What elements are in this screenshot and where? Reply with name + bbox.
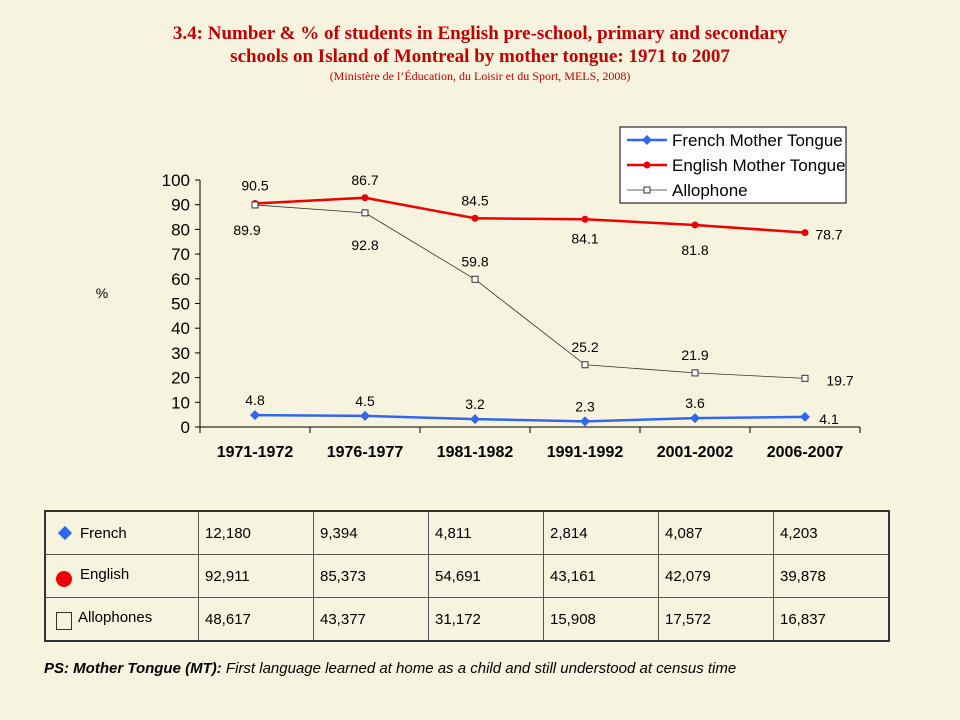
y-axis-label: % [96, 285, 108, 301]
source-citation: (Ministère de l’Éducation, du Loisir et … [329, 69, 631, 83]
data-label: 4.8 [245, 392, 265, 408]
student-count-table: French 12,180 9,394 4,811 2,814 4,087 4,… [44, 510, 890, 642]
line-chart: 0 10 20 30 40 50 60 70 80 90 100 1971-1972 1976-1977… [96, 126, 861, 461]
table-cell: 4,087 [658, 510, 774, 555]
table-cell: 2,814 [543, 510, 659, 555]
y-tick-label: 60 [171, 270, 190, 289]
table-row-allophones: Allophones 48,617 43,377 31,172 15,908 1… [44, 597, 890, 642]
data-point [471, 214, 479, 222]
data-label: 86.7 [351, 172, 378, 188]
data-label: 89.9 [233, 222, 260, 238]
data-label: 84.5 [461, 192, 488, 208]
table-cell: 48,617 [198, 597, 314, 642]
y-tick-label: 0 [181, 418, 190, 437]
table-row-french: French 12,180 9,394 4,811 2,814 4,087 4,… [44, 510, 890, 555]
footnote-text: First language learned at home as a chil… [221, 660, 737, 677]
data-point [800, 411, 810, 422]
legend-label: English Mother Tongue [672, 156, 846, 175]
data-point [251, 201, 259, 209]
data-point [250, 410, 260, 421]
table-cell: 12,180 [198, 510, 314, 555]
data-point [690, 413, 700, 424]
data-point [361, 209, 369, 217]
table-cell: 92,911 [198, 554, 314, 598]
data-label: 84.1 [571, 230, 598, 246]
table-cell: 4,811 [428, 510, 544, 555]
y-tick-label: 10 [171, 393, 190, 412]
data-point [580, 416, 590, 427]
table-cell: 43,377 [313, 597, 429, 642]
table-cell: 39,878 [773, 554, 890, 598]
data-label: 2.3 [575, 398, 595, 414]
data-point [471, 275, 479, 283]
data-point [691, 369, 699, 377]
x-tick-label: 1991-1992 [547, 444, 624, 461]
circle-marker-icon [56, 570, 72, 587]
data-label: 4.1 [819, 411, 839, 427]
row-label-allophones: Allophones [44, 597, 199, 642]
row-label-french: French [44, 510, 199, 555]
x-tick-label: 1976-1977 [327, 444, 404, 461]
title-line-2: schools on Island of Montreal by mother … [230, 46, 730, 67]
x-tick-label: 1971-1972 [217, 444, 294, 461]
table-cell: 42,079 [658, 554, 774, 598]
y-tick-label: 20 [171, 369, 190, 388]
data-label: 81.8 [681, 242, 708, 258]
x-tick-label: 2001-2002 [657, 444, 734, 461]
title-line-1: 3.4: Number & % of students in English p… [172, 23, 788, 44]
chart-title: 3.4: Number & % of students in English p… [0, 22, 960, 84]
table-cell: 4,203 [773, 510, 890, 555]
x-tick-label: 2006-2007 [767, 444, 844, 461]
table-cell: 43,161 [543, 554, 659, 598]
data-point [360, 410, 370, 421]
y-tick-label: 80 [171, 220, 190, 239]
square-marker-icon [56, 611, 72, 630]
y-tick-label: 50 [171, 295, 190, 314]
legend-marker-icon [642, 135, 652, 145]
data-point [581, 361, 589, 369]
x-tick-label: 1981-1982 [437, 444, 514, 461]
legend-marker-icon [643, 161, 651, 169]
data-point [801, 229, 809, 237]
table-cell: 54,691 [428, 554, 544, 598]
data-label: 3.2 [465, 396, 485, 412]
data-label: 25.2 [571, 339, 598, 355]
table-cell: 15,908 [543, 597, 659, 642]
data-label: 92.8 [351, 237, 378, 253]
series-line-0 [254, 413, 806, 423]
legend-label: French Mother Tongue [672, 131, 843, 150]
data-point [801, 374, 809, 382]
series-line-1 [254, 196, 806, 234]
data-label: 19.7 [826, 372, 853, 388]
data-point [581, 215, 589, 223]
y-tick-label: 30 [171, 344, 190, 363]
data-label: 78.7 [815, 227, 842, 243]
table-row-english: English 92,911 85,373 54,691 43,161 42,0… [44, 554, 890, 598]
data-point [470, 414, 480, 425]
series-line-2 [254, 204, 806, 379]
table-cell: 9,394 [313, 510, 429, 555]
table-cell: 31,172 [428, 597, 544, 642]
y-tick-label: 100 [162, 171, 190, 190]
table-cell: 16,837 [773, 597, 890, 642]
legend-label: Allophone [672, 181, 748, 200]
y-tick-label: 70 [171, 245, 190, 264]
data-point [691, 221, 699, 229]
data-label: 4.5 [355, 393, 375, 409]
y-tick-label: 40 [171, 319, 190, 338]
data-label: 21.9 [681, 347, 708, 363]
footnote: PS: Mother Tongue (MT): First language l… [44, 660, 736, 677]
y-tick-label: 90 [171, 196, 190, 215]
table-cell: 17,572 [658, 597, 774, 642]
row-label-english: English [44, 554, 199, 598]
diamond-marker-icon [57, 525, 73, 540]
footnote-lead: PS: Mother Tongue (MT): [44, 660, 222, 677]
table-cell: 85,373 [313, 554, 429, 598]
data-label: 3.6 [685, 395, 705, 411]
data-point [361, 194, 369, 202]
data-label: 90.5 [241, 177, 268, 193]
legend-marker-icon [643, 186, 651, 194]
data-label: 59.8 [461, 253, 488, 269]
